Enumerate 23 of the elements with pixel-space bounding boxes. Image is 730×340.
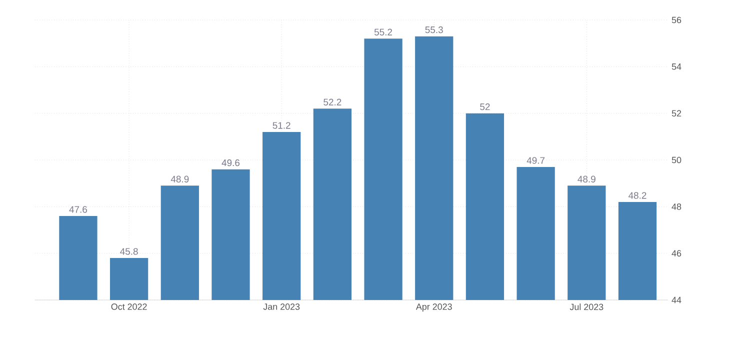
- data-label: 55.2: [374, 28, 392, 36]
- data-label: 48.9: [170, 176, 189, 182]
- y-tick-label: 48: [672, 203, 682, 210]
- data-label: 45.8: [120, 248, 138, 255]
- x-tick-label: Jul 2023: [570, 304, 604, 310]
- data-label: 52.2: [324, 98, 342, 106]
- data-label: 51.2: [272, 122, 290, 129]
- data-label: 52: [480, 103, 490, 110]
- data-label: 49.6: [222, 159, 240, 166]
- data-label: 48.9: [578, 176, 596, 182]
- y-tick-label: 50: [672, 156, 682, 164]
- y-tick-label: 46: [672, 250, 682, 257]
- data-label: 47.6: [69, 206, 88, 213]
- y-tick-label: 54: [672, 64, 682, 70]
- data-label: 55.3: [425, 26, 443, 34]
- y-tick-label: 56: [672, 16, 682, 24]
- y-tick-label: 52: [672, 110, 682, 117]
- data-label: 49.7: [526, 157, 545, 164]
- data-label: 48.2: [628, 192, 646, 199]
- x-tick-label: Apr 2023: [416, 304, 452, 312]
- x-tick-label: Oct 2022: [111, 304, 147, 310]
- x-tick-label: Jan 2023: [263, 304, 300, 310]
- y-tick-label: 44: [672, 296, 682, 304]
